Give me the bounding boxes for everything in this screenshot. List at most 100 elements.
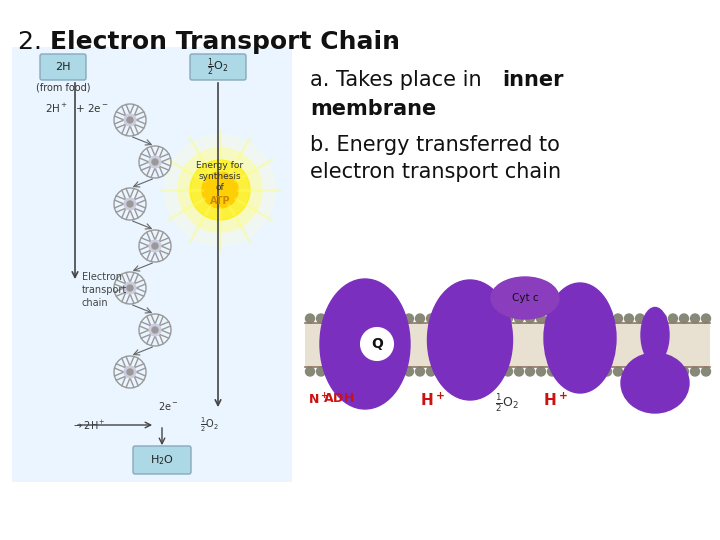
Circle shape: [647, 367, 655, 376]
Circle shape: [559, 367, 567, 376]
Bar: [305, 323, 710, 367]
Text: 2H: 2H: [55, 62, 71, 72]
Circle shape: [470, 314, 480, 323]
Circle shape: [317, 367, 325, 376]
Circle shape: [680, 314, 688, 323]
Circle shape: [361, 314, 369, 323]
Circle shape: [165, 135, 275, 245]
Text: b. Energy transferred to: b. Energy transferred to: [310, 135, 560, 155]
Circle shape: [680, 367, 688, 376]
Circle shape: [503, 314, 513, 323]
Circle shape: [349, 367, 359, 376]
Text: electron transport chain: electron transport chain: [310, 162, 561, 182]
Text: -: -: [390, 30, 399, 54]
Circle shape: [190, 160, 250, 220]
Circle shape: [202, 172, 238, 208]
Circle shape: [536, 314, 546, 323]
Text: chain: chain: [82, 298, 109, 308]
Ellipse shape: [491, 277, 559, 319]
Circle shape: [690, 314, 700, 323]
Text: Cyt c: Cyt c: [512, 293, 539, 303]
Circle shape: [459, 314, 469, 323]
Circle shape: [361, 328, 393, 360]
FancyBboxPatch shape: [40, 54, 86, 80]
Circle shape: [470, 367, 480, 376]
Text: of: of: [215, 183, 225, 192]
Circle shape: [426, 367, 436, 376]
FancyBboxPatch shape: [133, 446, 191, 474]
Circle shape: [438, 314, 446, 323]
Text: membrane: membrane: [310, 99, 436, 119]
Text: Electron Transport Chain: Electron Transport Chain: [50, 30, 400, 54]
Circle shape: [405, 367, 413, 376]
Circle shape: [636, 314, 644, 323]
Text: Energy for: Energy for: [197, 161, 243, 170]
Circle shape: [127, 201, 133, 207]
Circle shape: [394, 367, 402, 376]
Text: 2H$^+$  + 2e$^-$: 2H$^+$ + 2e$^-$: [45, 102, 109, 115]
Circle shape: [127, 369, 133, 375]
Circle shape: [657, 314, 667, 323]
Circle shape: [349, 314, 359, 323]
Text: a. Takes place in: a. Takes place in: [310, 70, 488, 90]
Circle shape: [526, 314, 534, 323]
Circle shape: [328, 314, 336, 323]
Ellipse shape: [428, 280, 513, 400]
Circle shape: [547, 314, 557, 323]
Circle shape: [127, 285, 133, 291]
Circle shape: [613, 367, 623, 376]
Circle shape: [152, 243, 158, 249]
Circle shape: [613, 314, 623, 323]
Circle shape: [178, 148, 262, 232]
Circle shape: [449, 314, 457, 323]
Text: Q: Q: [371, 337, 383, 351]
Circle shape: [647, 314, 655, 323]
Circle shape: [372, 314, 380, 323]
Circle shape: [124, 114, 136, 126]
Circle shape: [438, 367, 446, 376]
Text: (from food): (from food): [36, 82, 90, 92]
Text: $\frac{1}{2}$O$_2$: $\frac{1}{2}$O$_2$: [207, 56, 229, 78]
Circle shape: [482, 367, 490, 376]
Text: 2.: 2.: [18, 30, 50, 54]
Circle shape: [580, 367, 590, 376]
Text: $\frac{1}{2}$O$_2$: $\frac{1}{2}$O$_2$: [495, 392, 519, 414]
Circle shape: [701, 314, 711, 323]
Circle shape: [657, 367, 667, 376]
Circle shape: [624, 367, 634, 376]
Circle shape: [603, 367, 611, 376]
Circle shape: [382, 367, 392, 376]
Circle shape: [405, 314, 413, 323]
Circle shape: [570, 314, 578, 323]
Circle shape: [149, 324, 161, 336]
Circle shape: [701, 367, 711, 376]
Circle shape: [570, 367, 578, 376]
Circle shape: [382, 314, 392, 323]
Text: 2e$^-$: 2e$^-$: [158, 400, 179, 412]
Text: ATP: ATP: [210, 196, 230, 206]
Circle shape: [515, 314, 523, 323]
Text: $\bf{H^+}$: $\bf{H^+}$: [420, 392, 444, 409]
Circle shape: [149, 240, 161, 252]
Text: $\bf{ADH}$: $\bf{ADH}$: [323, 392, 354, 405]
Circle shape: [372, 367, 380, 376]
Text: synthesis: synthesis: [199, 172, 241, 181]
Circle shape: [668, 314, 678, 323]
Text: inner: inner: [502, 70, 564, 90]
Circle shape: [592, 314, 600, 323]
Text: $\frac{1}{2}$O$_2$: $\frac{1}{2}$O$_2$: [200, 416, 219, 434]
Circle shape: [536, 367, 546, 376]
Circle shape: [124, 282, 136, 294]
Circle shape: [559, 314, 567, 323]
Circle shape: [515, 367, 523, 376]
Circle shape: [459, 367, 469, 376]
Circle shape: [690, 367, 700, 376]
Circle shape: [127, 117, 133, 123]
Circle shape: [305, 367, 315, 376]
Circle shape: [482, 314, 490, 323]
Ellipse shape: [641, 307, 669, 362]
Circle shape: [338, 314, 348, 323]
Circle shape: [580, 314, 590, 323]
Text: Electron: Electron: [82, 272, 122, 282]
Circle shape: [547, 367, 557, 376]
